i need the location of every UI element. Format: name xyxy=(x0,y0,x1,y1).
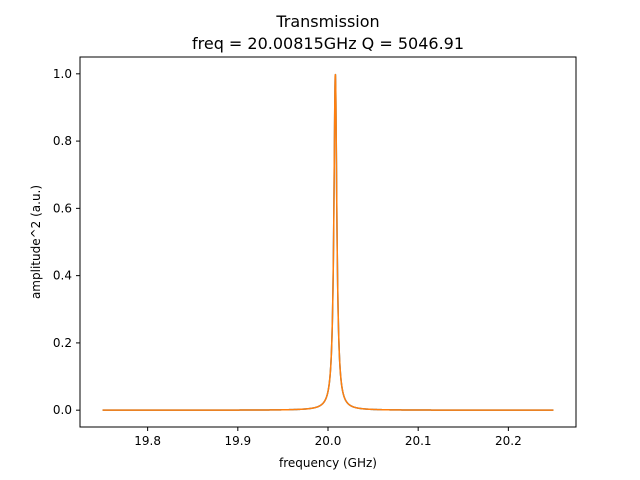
series-line-2 xyxy=(102,73,554,411)
chart-title: Transmission xyxy=(275,12,379,31)
y-axis-ticks: 0.0 0.2 0.4 0.6 0.8 1.0 xyxy=(53,67,80,417)
series-layer xyxy=(102,73,554,411)
axes-frame xyxy=(79,56,577,428)
y-tick-label: 0.6 xyxy=(53,201,72,215)
x-tick-label: 20.1 xyxy=(405,434,432,448)
y-axis-label: amplitude^2 (a.u.) xyxy=(29,185,43,299)
plot-area xyxy=(79,56,577,428)
x-tick-label: 19.9 xyxy=(224,434,251,448)
x-axis-ticks: 19.8 19.9 20.0 20.1 20.2 xyxy=(134,427,522,448)
series-line-1 xyxy=(102,73,554,411)
x-tick-label: 19.8 xyxy=(134,434,161,448)
x-tick-label: 20.0 xyxy=(315,434,342,448)
y-tick-label: 0.0 xyxy=(53,403,72,417)
x-tick-label: 20.2 xyxy=(495,434,522,448)
y-tick-label: 0.2 xyxy=(53,336,72,350)
chart-subtitle: freq = 20.00815GHz Q = 5046.91 xyxy=(192,34,464,53)
y-tick-label: 0.4 xyxy=(53,269,72,283)
x-axis-label: frequency (GHz) xyxy=(279,456,377,470)
y-tick-label: 1.0 xyxy=(53,67,72,81)
y-tick-label: 0.8 xyxy=(53,134,72,148)
